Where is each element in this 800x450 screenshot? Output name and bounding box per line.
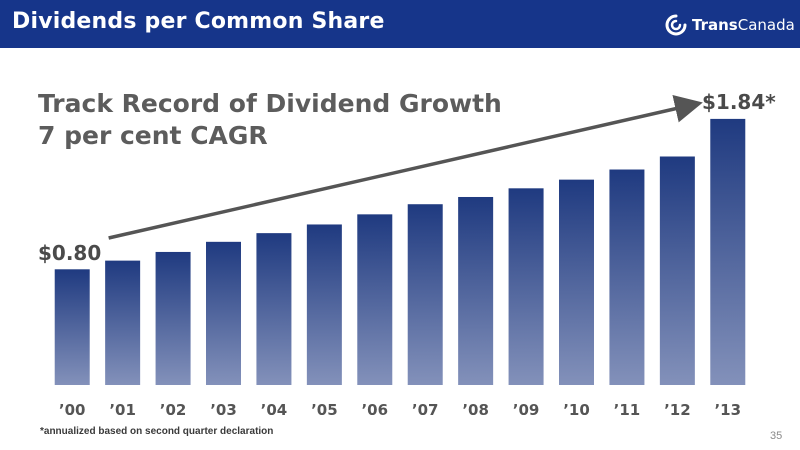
logo-text: TransCanada — [692, 16, 795, 34]
transcanada-logo-icon — [665, 14, 687, 36]
footnote: *annualized based on second quarter decl… — [40, 426, 274, 437]
bar-7 — [407, 204, 443, 385]
x-tick-label: ’07 — [412, 401, 439, 419]
bar-8 — [458, 196, 494, 385]
bar-11 — [609, 169, 645, 385]
bar-1 — [105, 260, 141, 385]
x-tick-label: ’13 — [714, 401, 741, 419]
bar-3 — [206, 241, 241, 385]
x-tick-label: ’01 — [109, 401, 136, 419]
bar-0 — [54, 269, 90, 385]
bar-2 — [155, 251, 191, 385]
headline-line-1: Track Record of Dividend Growth — [38, 89, 502, 118]
x-tick-label: ’04 — [261, 401, 288, 419]
bar-13 — [710, 118, 746, 386]
bar-4 — [256, 233, 292, 385]
bar-9 — [508, 188, 544, 385]
bar-6 — [357, 214, 393, 385]
bar-10 — [559, 179, 594, 385]
x-tick-label: ’00 — [59, 401, 86, 419]
x-tick-label: ’11 — [614, 401, 641, 419]
page-title: Dividends per Common Share — [12, 9, 385, 34]
headline-line-2: 7 per cent CAGR — [38, 121, 268, 150]
x-tick-label: ’06 — [361, 401, 388, 419]
growth-trend-arrow — [108, 95, 703, 240]
page-number: 35 — [770, 430, 783, 442]
x-tick-label: ’09 — [513, 401, 540, 419]
x-tick-label: ’10 — [563, 401, 590, 419]
bar-5 — [306, 224, 342, 385]
x-tick-label: ’05 — [311, 401, 338, 419]
chart-headline: Track Record of Dividend Growth 7 per ce… — [38, 88, 502, 152]
start-value-label: $0.80 — [38, 241, 102, 265]
bar-12 — [659, 156, 695, 385]
company-logo: TransCanada — [664, 13, 795, 37]
x-tick-label: ’02 — [160, 401, 187, 419]
x-tick-label: ’08 — [462, 401, 489, 419]
end-value-label: $1.84* — [702, 90, 776, 114]
x-tick-label: ’12 — [664, 401, 691, 419]
x-tick-label: ’03 — [210, 401, 237, 419]
title-bar: Dividends per Common Share TransCanada — [0, 0, 800, 48]
